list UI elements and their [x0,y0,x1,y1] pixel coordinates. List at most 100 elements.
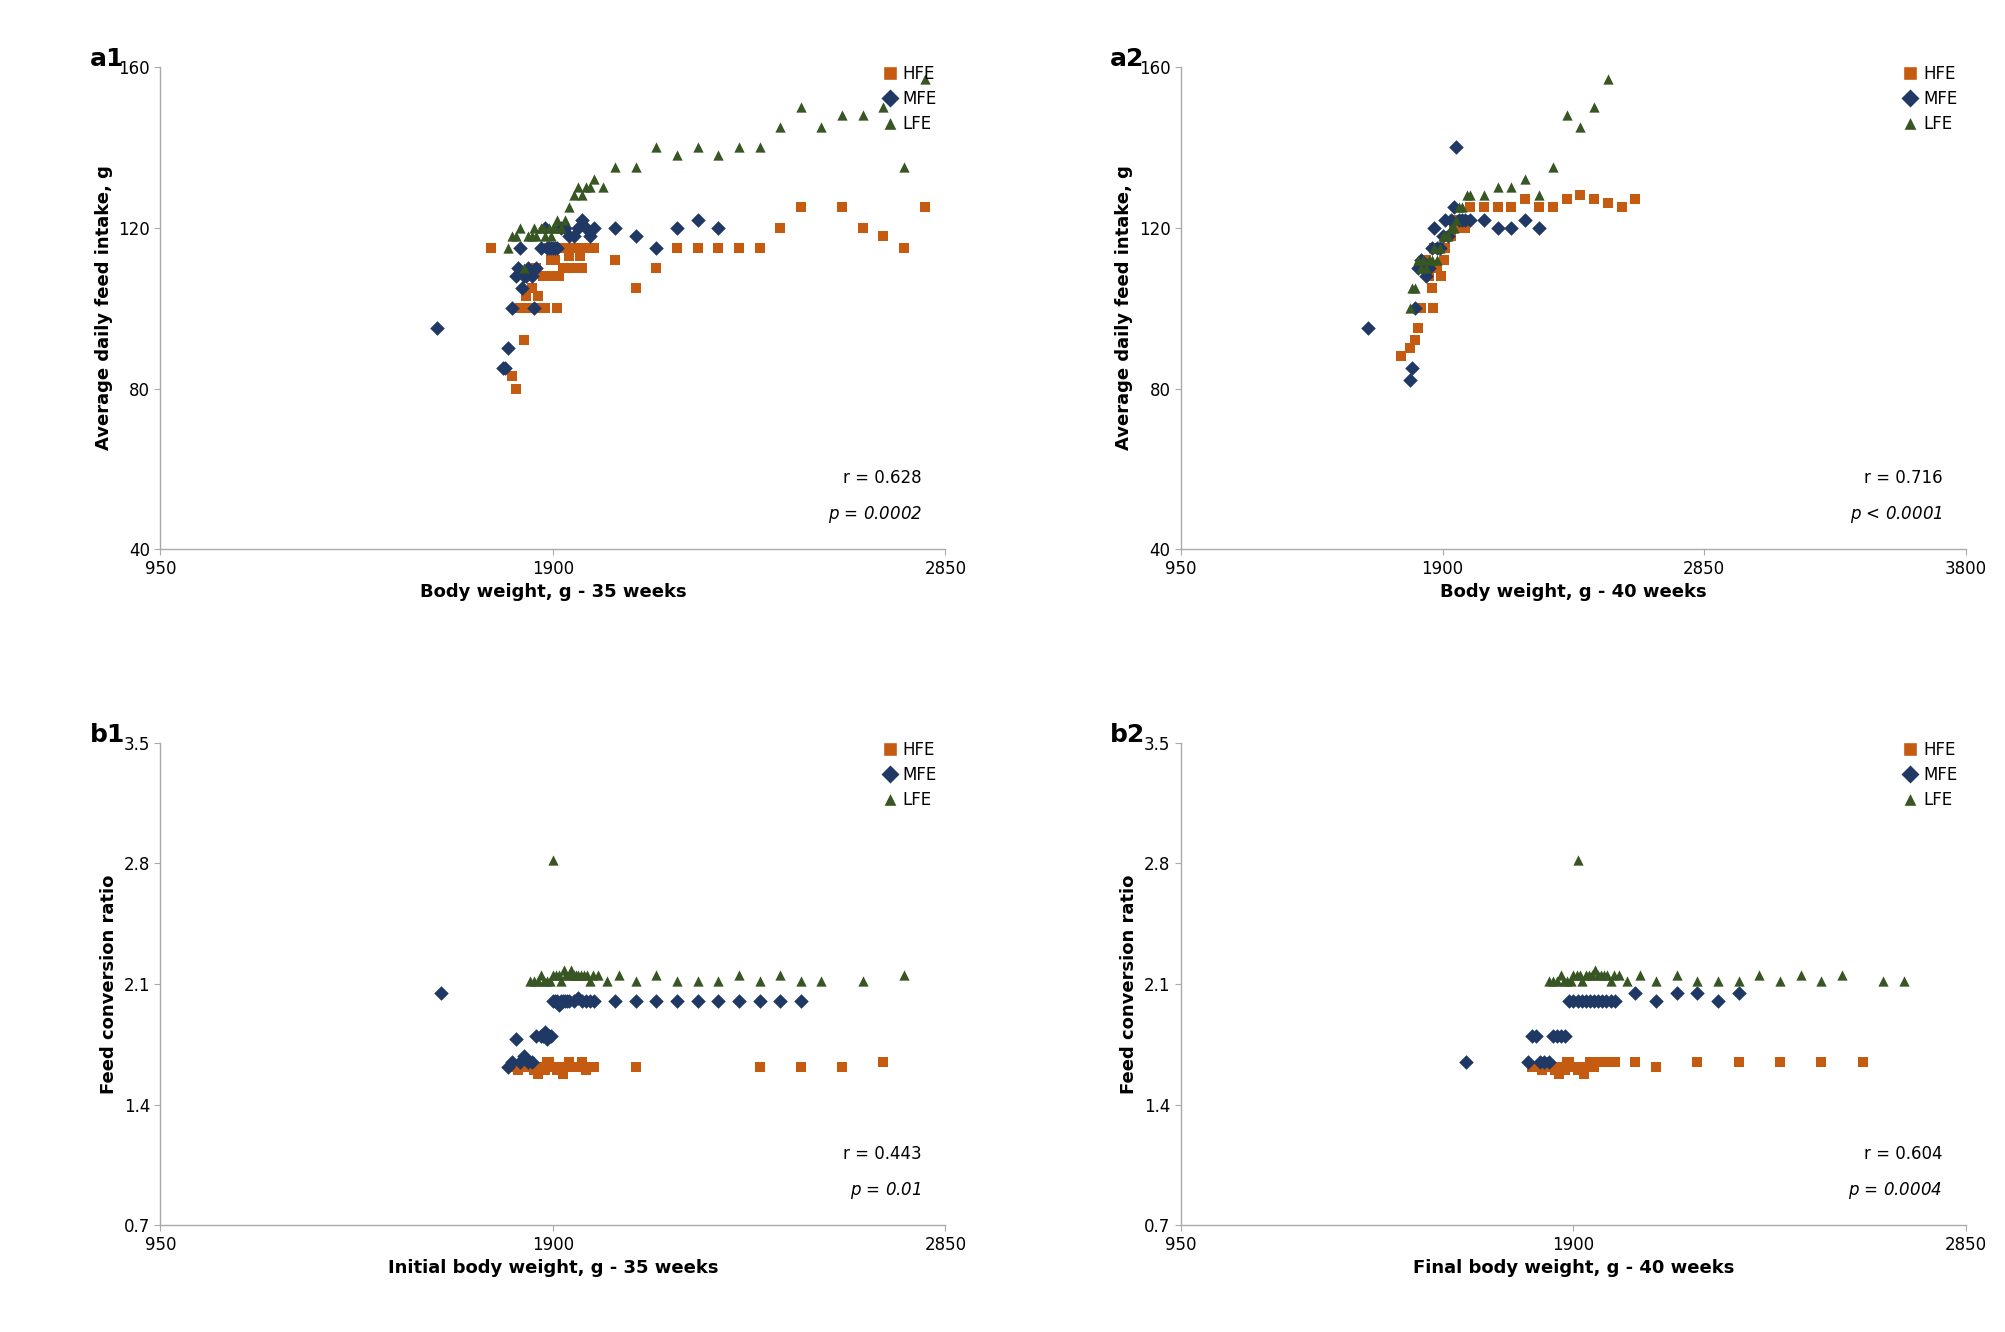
MFE [744,991,776,1012]
HFE [1762,1051,1794,1072]
MFE [1660,982,1692,1003]
MFE [565,991,597,1012]
HFE [527,1059,559,1080]
MFE [1524,1051,1556,1072]
MFE [1424,237,1456,258]
HFE [557,237,589,258]
LFE [1640,970,1672,991]
LFE [1700,970,1732,991]
LFE [577,169,610,190]
HFE [513,265,545,286]
HFE [513,1051,545,1072]
MFE [1578,991,1610,1012]
HFE [1562,1056,1594,1078]
LFE [499,225,531,246]
LFE [515,225,547,246]
MFE [1401,257,1434,278]
LFE [1660,964,1692,986]
MFE [511,1051,543,1072]
HFE [535,1056,567,1078]
LFE [543,964,575,986]
LFE [604,964,636,986]
HFE [1454,197,1486,218]
LFE [1598,964,1630,986]
LFE [1450,185,1482,206]
LFE [519,225,551,246]
LFE [908,68,940,89]
MFE [569,217,602,238]
LFE [567,964,599,986]
LFE [866,96,898,117]
MFE [557,225,589,246]
HFE [1722,1051,1754,1072]
LFE [826,104,858,125]
HFE [577,1056,610,1078]
MFE [1438,197,1470,218]
MFE [1512,1051,1544,1072]
HFE [1520,1056,1552,1078]
LFE [569,177,602,198]
HFE [1438,217,1470,238]
HFE [535,249,567,270]
HFE [1532,1056,1564,1078]
Text: b2: b2 [1109,723,1145,747]
LFE [571,964,604,986]
MFE [1397,297,1430,318]
Text: r = 0.604: r = 0.604 [1863,1144,1941,1163]
MFE [702,991,734,1012]
Y-axis label: Feed conversion ratio: Feed conversion ratio [100,874,118,1094]
HFE [620,1056,652,1078]
MFE [1420,237,1452,258]
HFE [1618,189,1650,210]
MFE [1520,1026,1552,1047]
HFE [866,1051,898,1072]
LFE [1622,964,1654,986]
LFE [620,157,652,178]
HFE [1416,277,1448,298]
HFE [784,1056,816,1078]
HFE [1604,197,1636,218]
LFE [531,970,563,991]
MFE [523,1026,555,1047]
LFE [1742,964,1774,986]
LFE [1784,964,1817,986]
HFE [539,1056,571,1078]
LFE [1584,964,1616,986]
MFE [491,1056,523,1078]
MFE [539,237,571,258]
HFE [475,237,507,258]
MFE [784,991,816,1012]
MFE [1494,217,1526,238]
MFE [1410,265,1442,286]
MFE [1594,991,1626,1012]
LFE [660,144,692,165]
HFE [523,297,555,318]
LFE [503,217,535,238]
HFE [1534,1056,1566,1078]
LFE [1570,964,1602,986]
HFE [764,217,796,238]
MFE [519,257,551,278]
HFE [1572,1056,1604,1078]
LFE [545,970,577,991]
MFE [425,982,457,1003]
LFE [722,964,754,986]
MFE [509,265,541,286]
Text: $\mathit{p}$ < 0.0001: $\mathit{p}$ < 0.0001 [1849,505,1941,525]
LFE [1401,249,1434,270]
LFE [547,959,579,980]
MFE [529,1022,561,1043]
MFE [1393,370,1426,392]
LFE [1582,964,1614,986]
LFE [1418,237,1450,258]
LFE [541,209,573,230]
LFE [1412,249,1444,270]
HFE [553,245,585,266]
MFE [547,991,579,1012]
HFE [517,1059,549,1080]
HFE [543,265,575,286]
HFE [511,297,543,318]
HFE [543,1056,575,1078]
LFE [1590,964,1622,986]
HFE [784,197,816,218]
